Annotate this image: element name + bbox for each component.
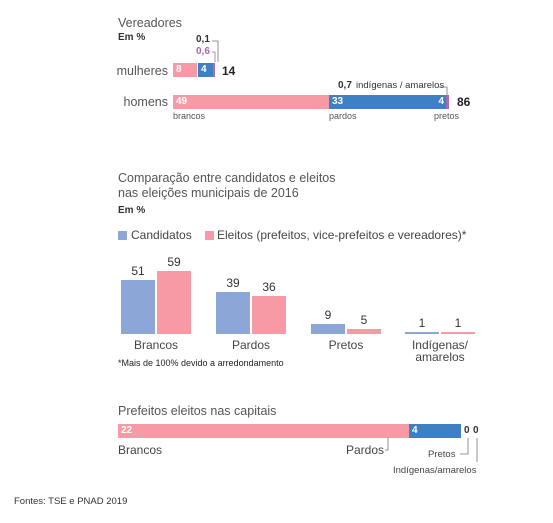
cap-pretos: pretos [434, 111, 460, 121]
vereadores-title: Vereadores [118, 16, 182, 30]
comparacao-unit: Em % [118, 205, 146, 216]
category-label-3: Indígenas/ [411, 338, 469, 352]
bar-eleitos-3 [441, 332, 475, 334]
bar-candidatos-2 [311, 324, 345, 334]
category-label-indigenas-line2: amarelos [415, 350, 465, 364]
cap-pardos: pardos [329, 111, 357, 121]
prefeitos-cap-indigenas: Indígenas/amarelos [393, 465, 477, 476]
category-label-0: Brancos [133, 338, 179, 352]
bar-value-candidatos-3: 1 [418, 316, 426, 330]
mulheres-pretos-bar [213, 63, 215, 77]
bar-value-candidatos-0: 51 [131, 263, 145, 278]
bar-candidatos-3 [405, 332, 439, 334]
indigenas-label: indígenas / amarelos [356, 80, 445, 91]
footnote: *Mais de 100% devido a arredondamento [118, 358, 284, 368]
comparacao-title-line2: nas eleições municipais de 2016 [118, 186, 299, 200]
prefeitos-brancos-bar: 22 [118, 424, 409, 438]
vereadores-unit: Em % [118, 32, 146, 43]
homens-total: 86 [457, 95, 471, 109]
legend-candidatos: Candidatos [131, 228, 192, 242]
prefeitos-cap-pretos: Pretos [428, 449, 456, 460]
bar-eleitos-1 [252, 295, 286, 334]
mulheres-indigenas-value: 0,1 [196, 34, 210, 45]
homens-label: homens [123, 95, 168, 109]
homens-brancos-bar: 49 [173, 95, 329, 109]
prefeitos-pardos-bar: 4 [409, 424, 461, 438]
legend-eleitos-swatch [205, 231, 214, 240]
bar-eleitos-0 [157, 271, 191, 334]
bar-eleitos-2 [347, 328, 381, 334]
homens-leader-line [438, 86, 448, 97]
mulheres-pretos-value: 0,6 [196, 46, 210, 57]
bar-value-eleitos-1: 36 [262, 279, 276, 294]
prefeitos-indigenas-value: 0 [473, 425, 479, 436]
category-label-2: Pretos [328, 338, 364, 352]
bar-value-eleitos-3: 1 [454, 316, 462, 330]
prefeitos-cap-pardos: Pardos [346, 443, 385, 457]
bar-candidatos-0 [121, 279, 155, 334]
bar-value-eleitos-0: 59 [167, 255, 181, 269]
homens-pardos-bar: 33 [329, 95, 434, 109]
mulheres-leader-lines [212, 40, 219, 62]
mulheres-label: mulheres [116, 64, 168, 78]
bar-value-candidatos-1: 39 [226, 276, 240, 291]
bar-value-eleitos-2: 5 [360, 312, 368, 327]
bar-value-candidatos-2: 9 [324, 308, 332, 323]
bar-candidatos-1 [216, 292, 250, 334]
homens-indigenas-value: 0,7 [338, 80, 352, 91]
prefeitos-leader-lines [385, 438, 478, 462]
prefeitos-title: Prefeitos eleitos nas capitais [118, 404, 277, 418]
comparacao-title-line1: Comparação entre candidatos e eleitos [118, 171, 336, 185]
mulheres-total: 14 [222, 64, 236, 78]
homens-pardos-bar-end: 4 [434, 95, 446, 109]
homens-pretos-bar [446, 95, 449, 109]
mulheres-pardos-bar: 4 [198, 63, 213, 77]
mulheres-brancos-bar: 8 [173, 63, 197, 77]
legend-candidatos-swatch [118, 231, 127, 240]
prefeitos-pretos-value: 0 [464, 425, 470, 436]
cap-brancos: brancos [173, 111, 206, 121]
category-label-1: Pardos [231, 338, 271, 352]
source: Fontes: TSE e PNAD 2019 [14, 496, 128, 507]
prefeitos-cap-brancos: Brancos [118, 443, 163, 457]
legend-eleitos: Eleitos (prefeitos, vice-prefeitos e ver… [217, 228, 467, 242]
